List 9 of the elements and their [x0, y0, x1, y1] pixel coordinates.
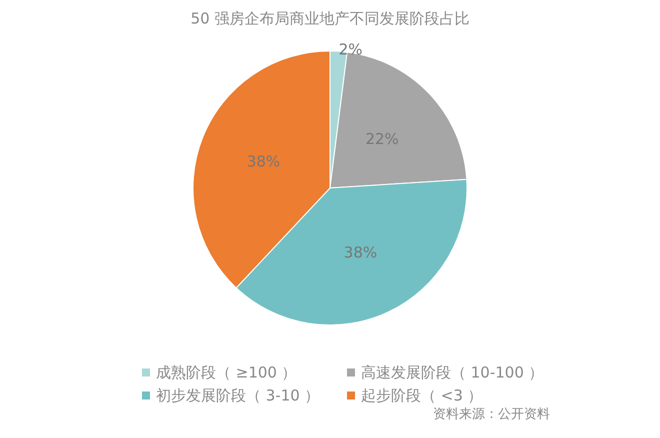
text: 资料来源：公开资料 — [433, 407, 550, 422]
data-label: 2% — [338, 40, 363, 58]
legend-label: 初步发展阶段（ 3-10 ） — [156, 386, 320, 404]
legend-label: 成熟阶段（ ≥100 ） — [156, 364, 297, 382]
data-label: 38% — [344, 244, 378, 262]
legend-label: 起步阶段（ <3 ） — [361, 386, 483, 404]
chart-title: 50 强房企布局商业地产不同发展阶段占比 — [190, 10, 470, 28]
data-label: 38% — [246, 152, 280, 171]
legend-label: 高速发展阶段（ 10-100 ） — [361, 364, 544, 382]
